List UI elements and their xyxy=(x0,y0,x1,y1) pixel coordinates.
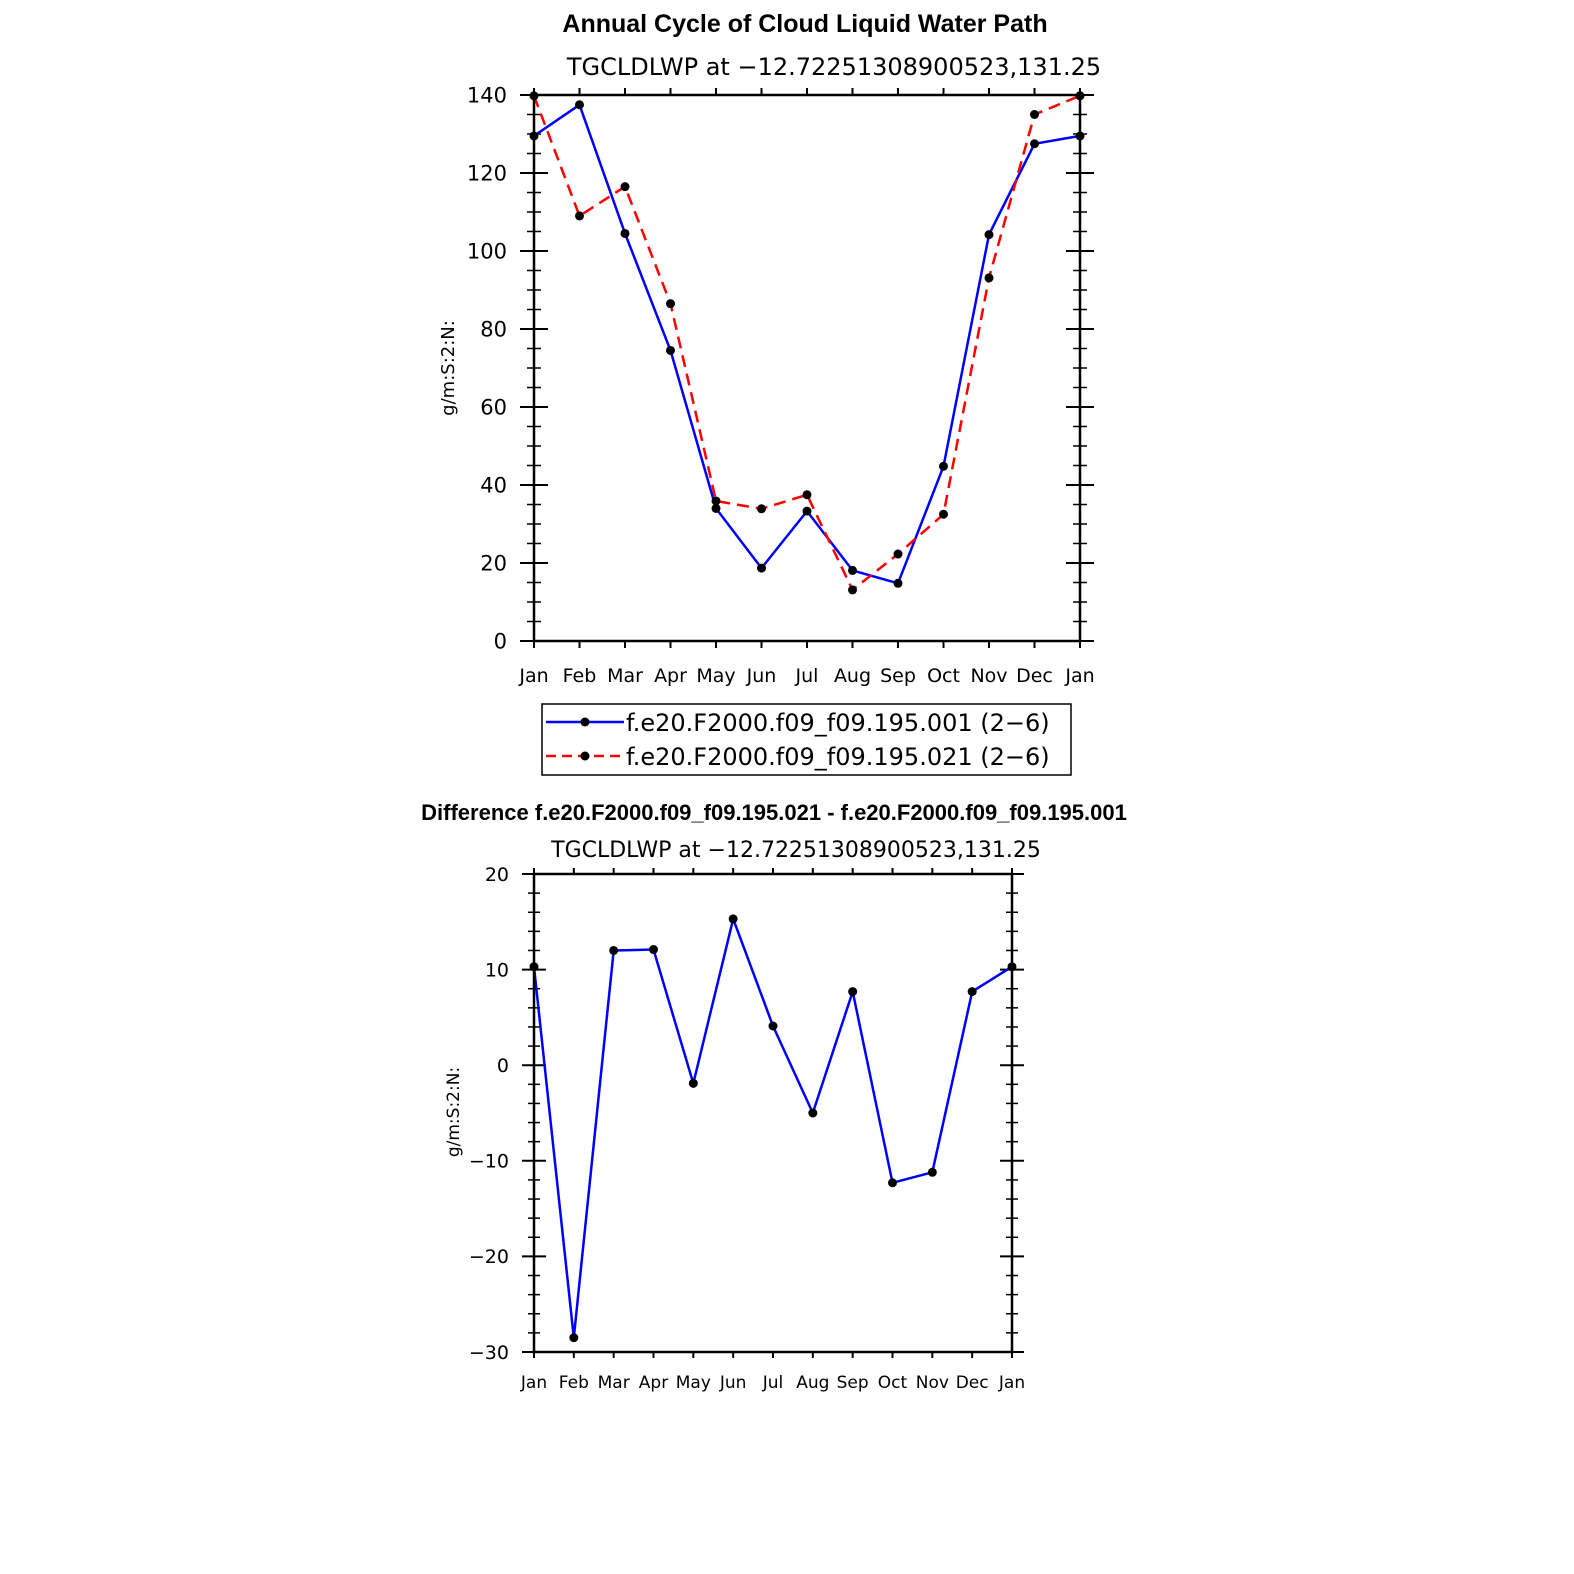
series-2-point xyxy=(939,509,948,519)
plot-frame xyxy=(532,93,1082,643)
y-tick-label: 40 xyxy=(480,474,507,498)
chart-title: Difference f.e20.F2000.f09_f09.195.021 -… xyxy=(421,800,1127,825)
series-line-1 xyxy=(532,917,1013,1339)
series-1-point xyxy=(808,1108,818,1118)
y-tick-label: 10 xyxy=(485,959,509,981)
x-tick-label: Dec xyxy=(1016,665,1053,687)
x-tick-label: Jan xyxy=(998,1373,1025,1393)
series-2-point xyxy=(893,549,903,559)
y-tick-label: 120 xyxy=(467,162,507,186)
x-tick-label: Jun xyxy=(719,1373,747,1393)
x-tick-label: Oct xyxy=(927,665,960,687)
series-1-point xyxy=(575,100,584,110)
series-1-point xyxy=(688,1078,698,1088)
x-tick-label: Mar xyxy=(598,1373,630,1393)
series-1-point xyxy=(984,230,994,240)
series-1-point xyxy=(666,345,675,355)
x-tick-label: Nov xyxy=(916,1373,949,1393)
annual-cycle-chart: Annual Cycle of Cloud Liquid Water Path … xyxy=(438,10,1101,776)
x-tick-label: Feb xyxy=(563,665,597,687)
series-1-point xyxy=(757,563,766,573)
series-1-point xyxy=(569,1333,579,1343)
legend-marker-series-1 xyxy=(580,717,590,727)
series-2-point xyxy=(711,496,721,506)
legend-label-series-2: f.e20.F2000.f09_f09.195.021 (2−6) xyxy=(626,743,1050,771)
x-tick-label: Oct xyxy=(878,1373,908,1393)
series-2-point xyxy=(984,273,994,283)
y-tick-label: 0 xyxy=(497,1055,509,1077)
series-1-point xyxy=(649,945,658,955)
x-tick-label: Nov xyxy=(970,665,1007,687)
series-1-point xyxy=(768,1021,778,1031)
legend: f.e20.F2000.f09_f09.195.001 (2−6) f.e20.… xyxy=(541,703,1072,776)
series-1-point xyxy=(802,506,812,516)
series-1-point xyxy=(728,914,738,924)
x-tick-label: May xyxy=(696,665,735,687)
x-tick-label: Jun xyxy=(746,665,777,687)
series-2-point xyxy=(802,490,812,500)
x-tick-label: Jan xyxy=(1064,665,1094,687)
series-2-point xyxy=(848,585,857,595)
y-tick-label: −20 xyxy=(469,1246,509,1268)
y-tick-label: 140 xyxy=(467,84,507,108)
series-2-point xyxy=(575,211,584,221)
x-tick-label: Jul xyxy=(762,1373,784,1393)
series-line-2 xyxy=(532,94,1081,592)
y-tick-label: 60 xyxy=(480,396,507,420)
x-tick-label: May xyxy=(676,1373,711,1393)
y-tick-label: −10 xyxy=(469,1151,509,1173)
series-1-point xyxy=(1030,139,1039,149)
series-2-point xyxy=(666,299,675,309)
difference-chart: Difference f.e20.F2000.f09_f09.195.021 -… xyxy=(421,800,1127,1393)
chart-subtitle: TGCLDLWP at −12.72251308900523,131.25 xyxy=(550,838,1041,863)
x-tick-label: Apr xyxy=(654,665,687,687)
x-tick-label: Sep xyxy=(880,665,916,687)
series-2-point xyxy=(757,504,766,514)
legend-marker-series-2 xyxy=(580,751,590,761)
legend-label-series-1: f.e20.F2000.f09_f09.195.001 (2−6) xyxy=(626,709,1050,737)
y-tick-label: 0 xyxy=(494,630,507,654)
x-tick-label: Mar xyxy=(607,665,643,687)
series-1-point xyxy=(848,565,857,575)
chart-title: Annual Cycle of Cloud Liquid Water Path xyxy=(562,10,1047,38)
series-1-point xyxy=(711,503,721,513)
y-tick-label: 100 xyxy=(467,240,507,264)
x-tick-label: Sep xyxy=(837,1373,869,1393)
y-tick-label: −30 xyxy=(469,1342,509,1364)
series-1-point xyxy=(927,1167,937,1177)
y-tick-label: 20 xyxy=(485,864,509,886)
series-1-point xyxy=(939,461,948,471)
x-tick-label: Jan xyxy=(518,665,548,687)
y-axis-label: g/m:S:2:N: xyxy=(444,1067,464,1157)
series-1-point xyxy=(620,228,630,238)
series-1-point xyxy=(888,1178,897,1188)
x-tick-label: Apr xyxy=(639,1373,668,1393)
x-tick-label: Aug xyxy=(796,1373,829,1393)
x-tick-label: Jan xyxy=(520,1373,547,1393)
series-1-point xyxy=(893,578,903,588)
x-tick-label: Aug xyxy=(834,665,871,687)
chart-subtitle: TGCLDLWP at −12.72251308900523,131.25 xyxy=(566,53,1101,81)
series-1-point xyxy=(967,987,977,997)
x-tick-label: Jul xyxy=(795,665,819,687)
series-2-point xyxy=(620,182,630,192)
plot-frame xyxy=(532,872,1014,1354)
y-axis-label: g/m:S:2:N: xyxy=(438,320,459,416)
series-1-point xyxy=(848,987,858,997)
series-2-point xyxy=(1030,110,1039,119)
legend-box xyxy=(541,703,1072,776)
y-tick-label: 20 xyxy=(480,552,507,576)
y-tick-label: 80 xyxy=(480,318,507,342)
series-1-point xyxy=(609,945,619,955)
x-tick-label: Feb xyxy=(559,1373,589,1393)
x-tick-label: Dec xyxy=(956,1373,989,1393)
